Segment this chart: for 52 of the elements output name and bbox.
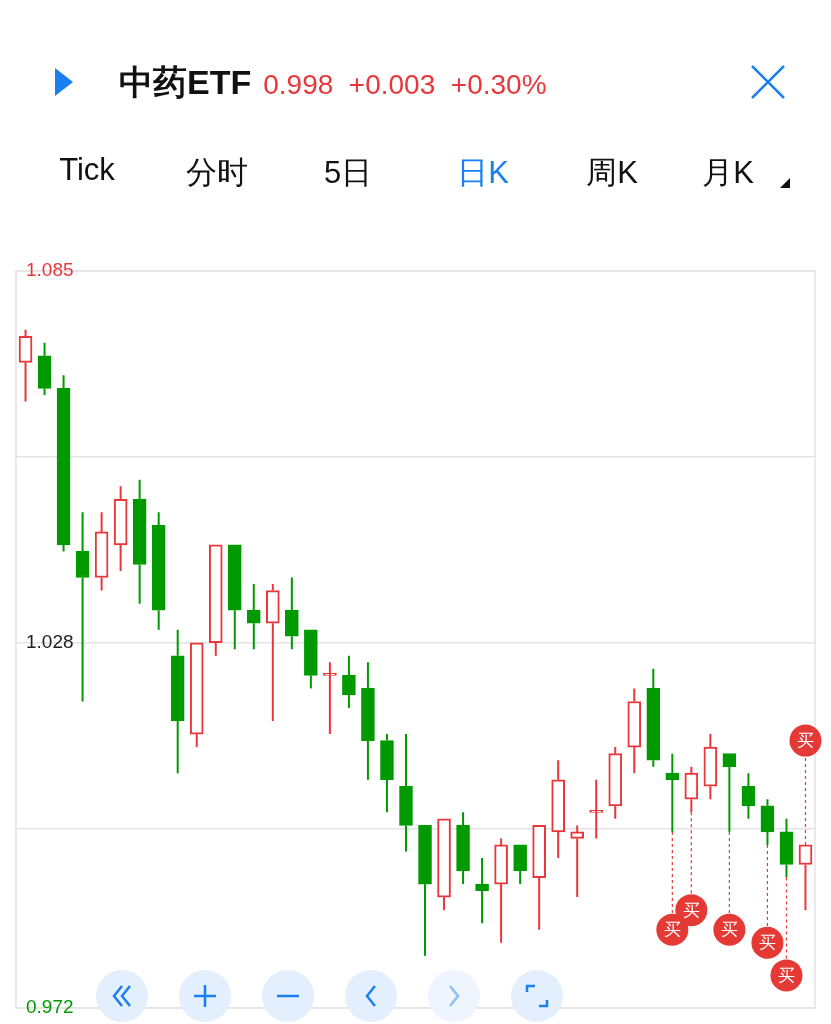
- candlestick: [94, 511, 109, 592]
- candlestick: [494, 837, 508, 944]
- series-label: 买: [663, 920, 681, 940]
- candlestick: [551, 759, 566, 859]
- candlestick: [37, 341, 52, 396]
- candlestick: [227, 544, 242, 651]
- candlestick: [475, 856, 489, 925]
- text: 买: [720, 920, 738, 940]
- candlestick: [703, 733, 718, 801]
- candlestick: [361, 661, 375, 781]
- candlestick: [741, 772, 756, 820]
- candlestick: [646, 667, 661, 768]
- candlestick: [56, 374, 71, 553]
- text: 5日: [322, 154, 374, 192]
- candlestick: [608, 746, 623, 820]
- candlestick: [589, 778, 604, 840]
- candlestick: [380, 733, 394, 814]
- text: 买: [796, 731, 814, 751]
- candlestick: [151, 511, 166, 631]
- candlestick: [170, 628, 185, 775]
- y-tick-label: 1.085: [26, 259, 74, 281]
- candlestick: [208, 544, 223, 657]
- candlestick: [532, 825, 546, 931]
- candlestick: [513, 844, 527, 886]
- text: 分时: [185, 154, 249, 192]
- candlestick: [399, 733, 413, 853]
- text: 日K: [456, 154, 510, 192]
- text: 买: [758, 933, 776, 953]
- candlestick: [75, 511, 90, 703]
- text: Tick: [58, 152, 116, 188]
- candlestick: [132, 478, 147, 605]
- candlestick: [342, 654, 356, 709]
- candlestick: [437, 818, 451, 912]
- text: 周K: [585, 154, 639, 192]
- candlestick: [570, 824, 585, 899]
- y-tick-label: 0.972: [26, 996, 74, 1018]
- candlestick: [418, 825, 432, 957]
- text: 月K: [701, 154, 755, 192]
- candlestick: [189, 642, 204, 749]
- candlestick: [265, 583, 280, 723]
- text: 买: [777, 966, 795, 986]
- candlestick: [285, 576, 299, 651]
- candlestick: [456, 811, 470, 886]
- chart-subtitle: 0.998 +0.003 +0.30%: [263, 69, 547, 101]
- chart-title: 中药ETF: [119, 62, 252, 103]
- y-tick-label: 1.028: [26, 631, 74, 652]
- candlestick: [18, 328, 33, 403]
- candlestick: [627, 687, 642, 775]
- candlestick: [323, 661, 337, 736]
- text: 买: [682, 900, 700, 920]
- candlestick: [113, 485, 128, 573]
- candlestick: [304, 629, 318, 690]
